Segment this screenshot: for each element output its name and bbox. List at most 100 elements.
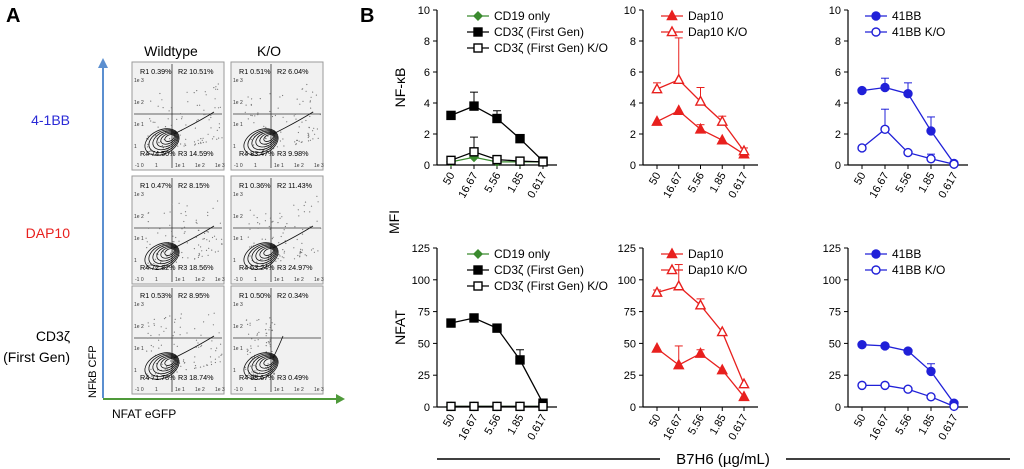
flow-event-dot — [211, 236, 214, 239]
flow-event-dot — [201, 139, 203, 141]
flow-row-label: DAP10 — [26, 225, 71, 241]
flow-event-dot — [208, 240, 210, 242]
flow-y-axis-label: NFkB CFP — [87, 345, 99, 398]
flow-contour — [247, 353, 278, 377]
y-tick-label: 8 — [630, 36, 636, 48]
flow-event-dot — [186, 205, 188, 207]
flow-event-dot — [246, 350, 248, 352]
flow-event-dot — [269, 228, 271, 230]
flow-event-dot — [253, 374, 255, 376]
flow-event-dot — [258, 331, 260, 333]
flow-event-dot — [253, 364, 255, 366]
data-point — [538, 401, 548, 412]
y-tick-label: 10 — [829, 5, 841, 17]
y-tick-label: 75 — [829, 307, 841, 319]
flow-contour — [164, 248, 175, 256]
flow-event-dot — [198, 229, 200, 231]
flow-event-dot — [251, 153, 253, 155]
y-tick-label: 100 — [412, 275, 430, 287]
flow-event-dot — [157, 232, 159, 234]
flow-event-dot — [153, 263, 155, 265]
flow-event-dot — [194, 143, 196, 145]
flow-event-dot — [255, 374, 257, 376]
flow-event-dot — [200, 141, 202, 143]
y-tick-label: 25 — [624, 370, 636, 382]
flow-contour — [247, 129, 278, 153]
data-point — [515, 156, 525, 166]
flow-event-dot — [297, 209, 299, 211]
flow-event-dot — [210, 127, 212, 129]
flow-event-dot — [256, 217, 258, 219]
flow-y-tick-label: 1e 3 — [134, 302, 144, 308]
flow-event-dot — [187, 101, 189, 103]
flow-x-tick-label: 1e 2 — [294, 387, 304, 393]
flow-event-dot — [312, 91, 314, 93]
flow-event-dot — [180, 143, 182, 145]
data-point — [926, 366, 936, 377]
flow-event-dot — [161, 145, 163, 147]
flow-region-r4: R4 83.47% — [239, 149, 275, 158]
flow-event-dot — [274, 323, 276, 325]
x-tick-label: 50 — [852, 413, 869, 430]
flow-contour — [251, 354, 277, 375]
flow-event-dot — [258, 319, 260, 321]
flow-x-tick-label: 1e 3 — [314, 277, 324, 283]
flow-event-dot — [247, 236, 249, 238]
flow-contour-tail — [173, 111, 215, 135]
flow-y-tick-label: 1 — [134, 368, 137, 374]
data-point — [738, 144, 750, 156]
flow-event-dot — [285, 242, 287, 244]
flow-event-dot — [220, 343, 222, 345]
flow-event-dot — [186, 332, 188, 334]
flow-event-dot — [306, 83, 308, 86]
y-tick-label: 100 — [823, 275, 841, 287]
flow-event-dot — [259, 98, 261, 100]
flow-event-dot — [186, 91, 188, 93]
flow-contour — [243, 352, 279, 380]
flow-event-dot — [319, 113, 321, 116]
data-point — [694, 347, 707, 358]
flow-event-dot — [183, 232, 185, 234]
flow-event-dot — [269, 346, 271, 348]
flow-row-labels: 4-1BB DAP10 CD3ζ (First Gen) — [3, 112, 70, 365]
flow-event-dot — [247, 323, 249, 325]
flow-event-dot — [172, 250, 174, 252]
flow-event-dot — [169, 138, 171, 140]
flow-event-dot — [149, 265, 151, 267]
flow-event-dot — [180, 313, 182, 315]
flow-event-dot — [282, 232, 284, 234]
flow-region-r2: R2 8.95% — [178, 291, 210, 300]
flow-contour — [251, 244, 277, 265]
flow-event-dot — [183, 362, 185, 364]
flow-event-dot — [251, 338, 253, 340]
flow-event-dot — [193, 361, 195, 363]
flow-event-dot — [204, 91, 206, 93]
flow-region-r1: R1 0.50% — [239, 291, 271, 300]
flow-event-dot — [269, 340, 271, 342]
flow-event-dot — [254, 115, 256, 117]
legend: Dap10 Dap10 K/O — [661, 9, 747, 39]
flow-event-dot — [250, 104, 252, 106]
flow-y-tick-label: 1 — [233, 258, 236, 264]
flow-event-dot — [249, 255, 251, 257]
flow-event-dot — [147, 153, 149, 155]
flow-event-dot — [248, 333, 250, 335]
flow-contour-tail — [272, 335, 284, 359]
data-point — [903, 147, 913, 158]
flow-event-dot — [257, 112, 259, 114]
flow-contour-tail — [272, 111, 314, 135]
flow-event-dot — [245, 268, 247, 270]
flow-event-dot — [205, 249, 208, 251]
flow-event-dot — [211, 249, 213, 251]
flow-event-dot — [185, 369, 187, 371]
flow-contour — [243, 128, 279, 156]
flow-x-tick-label: -1 0 — [135, 277, 144, 283]
flow-event-dot — [248, 375, 251, 377]
series-1 — [446, 91, 548, 166]
flow-event-dot — [283, 229, 285, 231]
flow-event-dot — [312, 138, 314, 140]
flow-event-dot — [201, 250, 203, 252]
flow-event-dot — [194, 367, 196, 369]
flow-event-dot — [213, 312, 215, 314]
flow-event-dot — [310, 205, 313, 207]
